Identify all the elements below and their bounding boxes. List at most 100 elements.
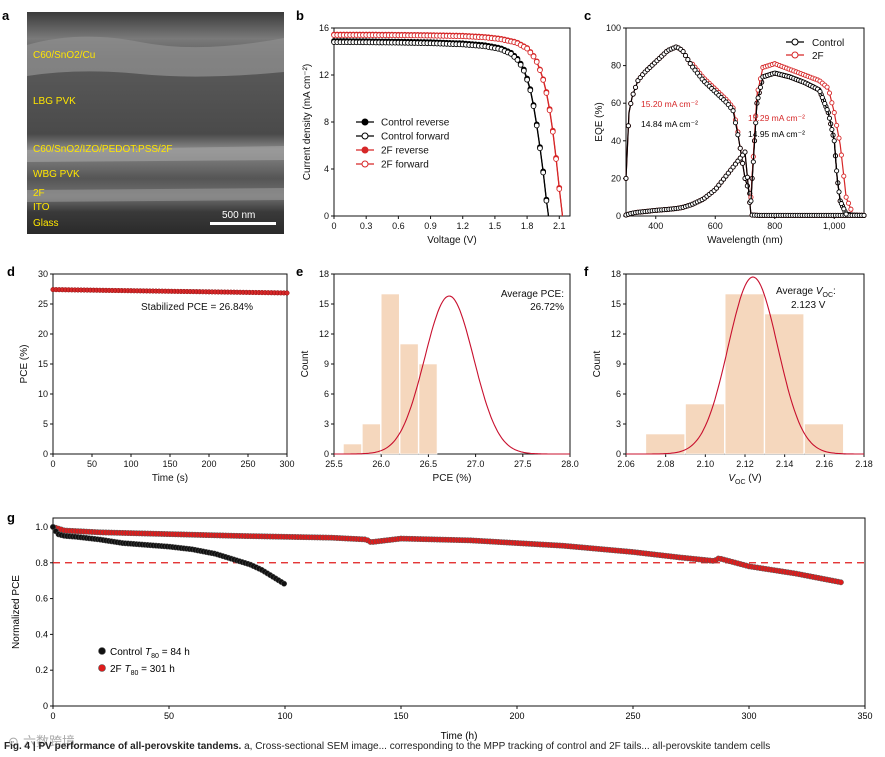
- scale-bar-label: 500 nm: [222, 210, 255, 221]
- gaussian-fit-e: [334, 295, 570, 455]
- sem-interconnect: [27, 146, 284, 162]
- eqe-top-control-marker: [628, 101, 634, 107]
- y-tick-label-e: 3: [324, 419, 329, 429]
- x-tick-label-f: 2.16: [816, 459, 834, 469]
- x-tick-label-c: 800: [767, 221, 782, 231]
- sem-ito: [27, 188, 284, 202]
- x-tick-label-c: 1,000: [823, 221, 846, 231]
- jv-marker: [543, 197, 550, 204]
- x-tick-label-e: 28.0: [561, 459, 579, 469]
- x-tick-label-b: 0: [331, 221, 336, 231]
- gaussian-fit-f: [626, 276, 864, 455]
- hist-bar-f: [804, 423, 844, 455]
- eqe-top-control-marker: [732, 120, 739, 126]
- hist-bar-e: [343, 443, 362, 455]
- legend-marker-0: [361, 118, 369, 126]
- x-tick-label-g: 50: [164, 711, 174, 721]
- x-tick-label-d: 0: [50, 459, 55, 469]
- eqe-lbg-2f-marker: [843, 194, 849, 200]
- legend-name: 2F: [110, 664, 124, 675]
- jv-marker: [540, 77, 547, 83]
- eqe-lbg-control-marker: [824, 107, 830, 113]
- y-tick-label-b: 4: [324, 164, 329, 174]
- jv-marker: [527, 87, 534, 94]
- y-tick-label-e: 12: [319, 329, 329, 339]
- eqe-top-control-marker: [682, 53, 689, 59]
- chart-g: 0 50 100 150 200 250 300 350 0 0.2 0.4 0.6 0.8 1.0 Tim…: [11, 517, 873, 742]
- x-tick-label-d: 250: [240, 459, 255, 469]
- eqe-lbg-2f-marker: [831, 110, 837, 116]
- avg-pce-label: Average PCE:: [501, 289, 564, 300]
- eqe-lbg-2f-marker: [841, 173, 847, 179]
- legend-label-c-1: 2F: [812, 51, 824, 62]
- jv-marker: [553, 156, 559, 162]
- y-tick-label-e: 18: [319, 269, 329, 279]
- eqe-lbg-2f-marker: [824, 84, 830, 90]
- y-tick-label-b: 16: [319, 23, 329, 33]
- x-tick-label-f: 2.08: [657, 459, 675, 469]
- y-tick-label-f: 9: [616, 359, 621, 369]
- x-tick-label-c: 400: [648, 221, 663, 231]
- y-tick-label-b: 12: [319, 70, 329, 80]
- eqe-lbg-control-marker: [826, 115, 833, 121]
- eqe-top-control-marker: [623, 175, 629, 181]
- y-axis-label-f: Count: [592, 350, 603, 377]
- avg-pce-value: 26.72%: [530, 302, 564, 313]
- x-tick-label-b: 0.3: [360, 221, 373, 231]
- hist-bar-f: [724, 293, 765, 455]
- eqe-bottom-control-marker: [742, 149, 748, 155]
- jsc-annotation-0: 15.20 mA cm⁻²: [641, 99, 698, 109]
- eqe-lbg-2f-marker: [845, 200, 852, 206]
- hist-bar-f: [764, 313, 804, 455]
- x-tick-label-b: 1.2: [456, 221, 469, 231]
- eqe-top-control-marker: [680, 49, 686, 55]
- x-tick-label-c: 600: [708, 221, 723, 231]
- x-tick-label-f: 2.06: [617, 459, 635, 469]
- y-tick-label-g: 0.6: [35, 594, 48, 604]
- avg-v: V: [816, 286, 824, 297]
- panel-label-b: b: [296, 8, 304, 23]
- y-tick-label-d: 0: [43, 449, 48, 459]
- x-tick-label-f: 2.10: [697, 459, 715, 469]
- legend-sub: 80: [131, 670, 139, 677]
- jv-marker: [556, 186, 563, 192]
- x-axis-label-g: Time (h): [441, 731, 478, 742]
- stability-point-Control: [281, 580, 288, 587]
- chart-d: 0 50 100 150 200 250 300 0 5 10 15 20 25 30 Time (s) PC…: [19, 269, 295, 484]
- y-tick-label-d: 30: [38, 269, 48, 279]
- eqe-bottom-control-marker: [744, 174, 750, 180]
- y-tick-label-c: 40: [611, 136, 621, 146]
- y-tick-label-d: 25: [38, 299, 48, 309]
- plot-frame-g: [52, 517, 866, 707]
- legend-marker-g-1: [98, 664, 106, 672]
- x-tick-label-b: 0.6: [392, 221, 405, 231]
- eqe-lbg-control-marker: [834, 168, 840, 174]
- x-tick-label-d: 50: [87, 459, 97, 469]
- jv-marker: [540, 169, 547, 176]
- legend-marker-3: [361, 160, 369, 168]
- y-tick-label-d: 15: [38, 359, 48, 369]
- sem-label-glass: Glass: [33, 218, 59, 229]
- eqe-lbg-control-marker: [757, 84, 764, 90]
- eqe-lbg-control: [750, 72, 847, 215]
- panel-label-e: e: [296, 264, 303, 279]
- eqe-top-control-marker: [737, 145, 743, 151]
- x-tick-label-e: 25.5: [325, 459, 343, 469]
- eqe-lbg-control-marker: [819, 95, 825, 101]
- jv-marker: [533, 122, 540, 129]
- y-tick-label-c: 100: [606, 23, 621, 33]
- x-tick-label-f: 2.12: [736, 459, 754, 469]
- x-tick-label-d: 100: [123, 459, 138, 469]
- jsc-annotation-1: 14.84 mA cm⁻²: [641, 119, 698, 129]
- avg-voc-label: Average VOC:: [776, 286, 836, 299]
- eqe-top-control-marker: [730, 108, 736, 114]
- legend-name: Control: [110, 647, 145, 658]
- y-tick-label-g: 0.4: [35, 629, 48, 639]
- x-axis-label-b: Voltage (V): [427, 235, 476, 246]
- panel-label-c: c: [584, 8, 591, 23]
- hist-bar-e: [380, 293, 400, 455]
- x-tick-label-d: 150: [162, 459, 177, 469]
- sem-label-wbg-pvk: WBG PVK: [33, 169, 80, 180]
- jsc-annotation-3: 14.95 mA cm⁻²: [748, 129, 805, 139]
- y-tick-label-g: 0.2: [35, 665, 48, 675]
